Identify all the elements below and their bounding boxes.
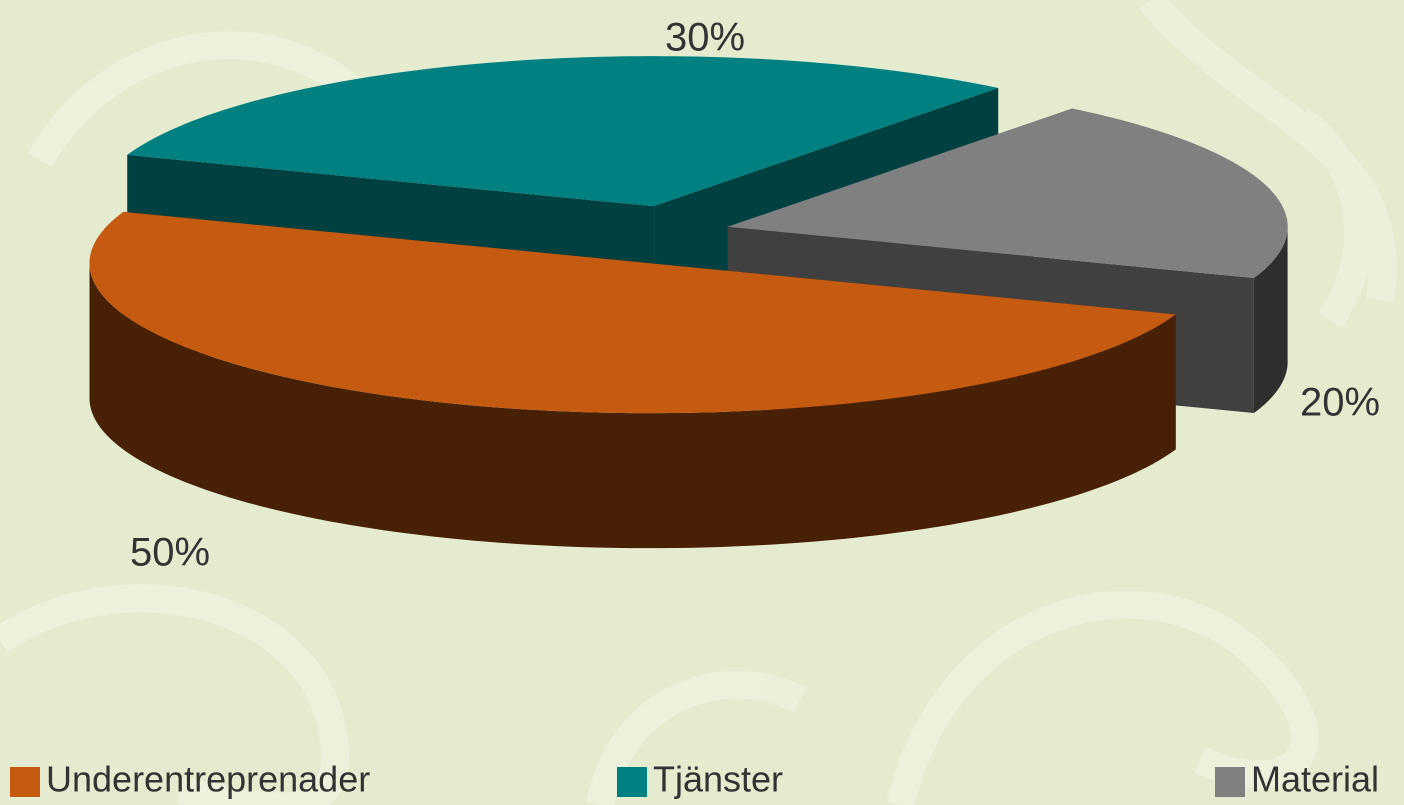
pie: 30% 20% 50% [89, 16, 1380, 575]
value-label: 20% [1300, 381, 1380, 425]
legend-label: Material [1251, 759, 1379, 800]
slice-top [89, 211, 1176, 414]
slice [89, 211, 1176, 549]
legend-label: Tjänster [653, 759, 783, 800]
legend-swatch [1215, 767, 1245, 797]
slice-outer-wall [1253, 224, 1288, 414]
value-label: 30% [665, 16, 745, 60]
slice-top [727, 108, 1288, 279]
legend: Underentreprenader Tjänster Material [10, 759, 1379, 800]
slice-outer-wall [89, 261, 1176, 549]
legend-swatch [617, 767, 647, 797]
legend-label: Underentreprenader [46, 759, 370, 800]
slice-top [127, 56, 999, 207]
value-label: 50% [130, 531, 210, 575]
legend-swatch [10, 767, 40, 797]
